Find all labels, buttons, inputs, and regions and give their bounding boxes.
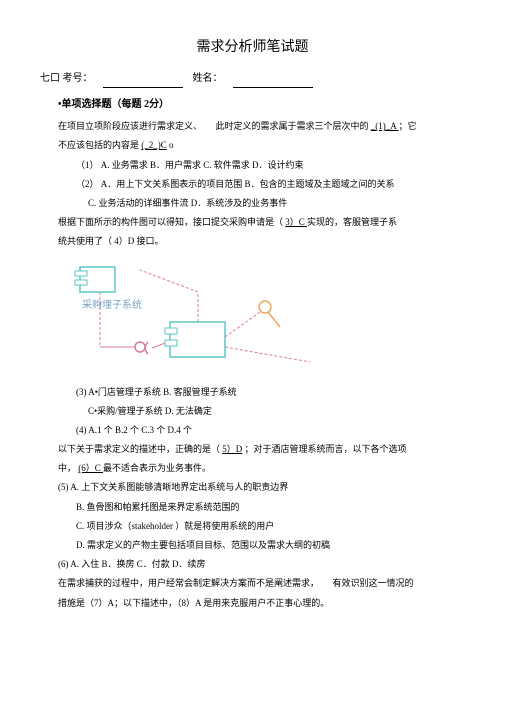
q7-line1: 在需求捕获的过程中，用户经常会制定解决方案而不是阐述需求， 有效识别这一情况的 bbox=[40, 575, 465, 591]
q3-line1: 根据下面所示的构件图可以得知，接口提交采购申请是（ 3）C 实现的，客服管理子系 bbox=[40, 214, 465, 230]
q3-line2: 统共使用了（ 4）D 接口。 bbox=[40, 233, 465, 249]
opt5b: B. 鱼骨图和帕累托图是来界定系统范围的 bbox=[40, 499, 465, 515]
q1-line2: 不应该包括的内容是 (_2_)C o bbox=[40, 137, 465, 153]
opt6: (6) A. 入住 B．换房 C．付款 D．续房 bbox=[40, 556, 465, 572]
q7-line2: 措施是（7）A；以下描述中，（8）A 是用来克服用户不正事心理的。 bbox=[40, 595, 465, 611]
q5-text-b: ；对于酒店管理系统而言，以下各个选项 bbox=[245, 444, 407, 454]
diagram-label: 采购埋子系统 bbox=[82, 297, 142, 315]
q1-text-c: 不应该包括的内容是 bbox=[58, 140, 139, 150]
opt3: (3) A•门店管理子系统 B. 客服管理子系统 bbox=[40, 384, 465, 400]
opt5d: D. 需求定义的产物主要包括项目目标、范围以及需求大纲的初稿 bbox=[40, 537, 465, 553]
q3-text-a: 根据下面所示的构件图可以得知，接口提交采购申请是（ bbox=[58, 217, 283, 227]
opt2b: C. 业务活动的详细事件流 D．系统涉及的业务事件 bbox=[40, 195, 465, 211]
q5-text-a: 以下关于需求定义的描述中，正确的是（ bbox=[58, 444, 220, 454]
q3-blank: 3）C bbox=[285, 217, 307, 227]
q1-blank1: _(1)_A bbox=[371, 121, 399, 131]
q1-blank2: (_2_)C bbox=[141, 140, 167, 150]
q3-text-b: 实现的，客服管理子系 bbox=[307, 217, 397, 227]
opt5c: C. 项目涉众（stakeholder ）就是将使用系统的用户 bbox=[40, 518, 465, 534]
opt3b: C•采购/管理子系统 D. 无法确定 bbox=[40, 403, 465, 419]
q5-text-d: 最不适合表示为业务事件。 bbox=[103, 463, 211, 473]
q5-blank: 5）D bbox=[222, 444, 242, 454]
section-header: •单项选择题（每题 2分） bbox=[40, 96, 465, 114]
name-label: 姓名： bbox=[193, 70, 223, 88]
header-row: 七口 考号： 姓名： bbox=[40, 70, 465, 88]
page-title: 需求分析师笔试题 bbox=[40, 35, 465, 60]
component-diagram: 采购埋子系统 bbox=[70, 262, 320, 372]
q5-line2: 中， (6）C 最不适合表示为业务事件。 bbox=[40, 460, 465, 476]
exam-id-label: 七口 考号： bbox=[40, 70, 93, 88]
q5-blank2: (6）C bbox=[78, 463, 103, 473]
opt4: (4) A.1 个 B.2 个 C.3 个 D.4 个 bbox=[40, 422, 465, 438]
q1-text-b: ；它 bbox=[399, 121, 417, 131]
q5-line1: 以下关于需求定义的描述中，正确的是（ 5）D ；对于酒店管理系统而言，以下各个选… bbox=[40, 441, 465, 457]
opt1: （1） A. 业务需求 B．用户需求 C. 软件需求 D．设计约束 bbox=[40, 157, 465, 173]
q1-text-a: 在项目立项阶段应该进行需求定义、 此时定义的需求属于需求三个层次中的 bbox=[58, 121, 369, 131]
opt5a: (5) A. 上下文关系图能够清晰地界定出系统与人的职责边界 bbox=[40, 479, 465, 495]
name-field[interactable] bbox=[233, 70, 313, 88]
exam-id-field[interactable] bbox=[103, 70, 183, 88]
q1-text-d: o bbox=[169, 140, 174, 150]
opt2a: （2） A．用上下文关系图表示的项目范围 B．包含的主题域及主题域之间的关系 bbox=[40, 176, 465, 192]
q1-line1: 在项目立项阶段应该进行需求定义、 此时定义的需求属于需求三个层次中的 _(1)_… bbox=[40, 118, 465, 134]
q5-text-c: 中， bbox=[58, 463, 76, 473]
